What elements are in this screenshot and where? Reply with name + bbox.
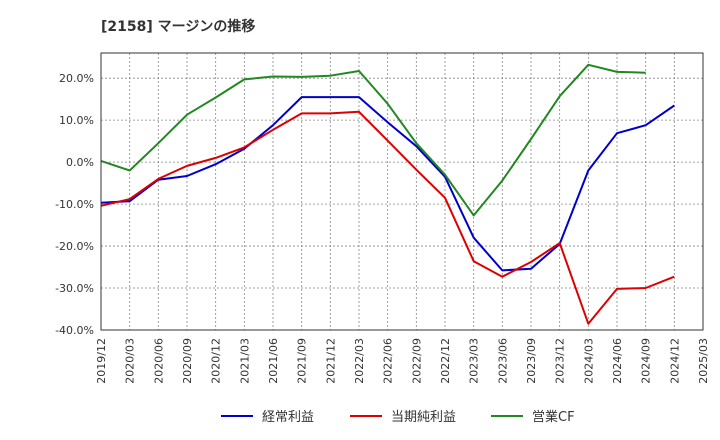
x-tick-label: 2024/09 [640,338,653,384]
legend-label: 当期純利益 [391,410,456,425]
legend: 経常利益 当期純利益 営業CF [221,409,575,425]
y-tick-label: 10.0% [59,114,94,127]
x-tick-label: 2022/06 [382,338,395,384]
y-tick-label: -40.0% [55,324,94,337]
x-tick-label: 2020/03 [124,338,137,384]
x-tick-label: 2020/09 [181,338,194,384]
y-tick-label: -30.0% [55,282,94,295]
series-line-1 [100,110,675,325]
legend-label: 経常利益 [262,410,314,425]
plot-frame [100,52,704,331]
y-tick-label: -10.0% [55,198,94,211]
y-tick-label: -20.0% [55,240,94,253]
y-tick-label: 0.0% [66,156,94,169]
legend-label: 営業CF [532,409,575,425]
x-tick-label: 2021/06 [267,338,280,384]
grid-lines [101,53,703,331]
x-tick-label: 2025/03 [697,338,710,384]
x-tick-label: 2021/12 [324,338,337,384]
x-tick-label: 2024/03 [582,338,595,384]
legend-item-0: 経常利益 [221,410,314,425]
x-tick-label: 2023/06 [496,338,509,384]
x-tick-label: 2024/06 [611,338,624,384]
series-line-2 [100,63,646,217]
x-tick-label: 2022/09 [410,338,423,384]
x-axis-ticks: 2019/12 2020/03 2020/06 2020/09 2020/12 2021/… [95,338,710,384]
x-tick-label: 2024/12 [668,338,681,384]
x-tick-label: 2021/09 [296,338,309,384]
x-tick-label: 2022/12 [439,338,452,384]
x-tick-label: 2020/06 [152,338,165,384]
x-tick-label: 2023/12 [554,338,567,384]
legend-item-2: 営業CF [491,409,575,425]
series-lines [100,63,675,325]
x-tick-label: 2023/03 [468,338,481,384]
chart-title: [2158] マージンの推移 [101,18,255,35]
x-tick-label: 2020/12 [210,338,223,384]
x-tick-label: 2021/03 [238,338,251,384]
y-axis-ticks: 20.0% 10.0% 0.0% -10.0% -20.0% -30.0% -40.0% [55,72,94,337]
x-tick-label: 2023/09 [525,338,538,384]
x-tick-label: 2019/12 [95,338,108,384]
y-tick-label: 20.0% [59,72,94,85]
series-line-0 [100,96,675,272]
legend-item-1: 当期純利益 [350,410,456,425]
x-tick-label: 2022/03 [353,338,366,384]
